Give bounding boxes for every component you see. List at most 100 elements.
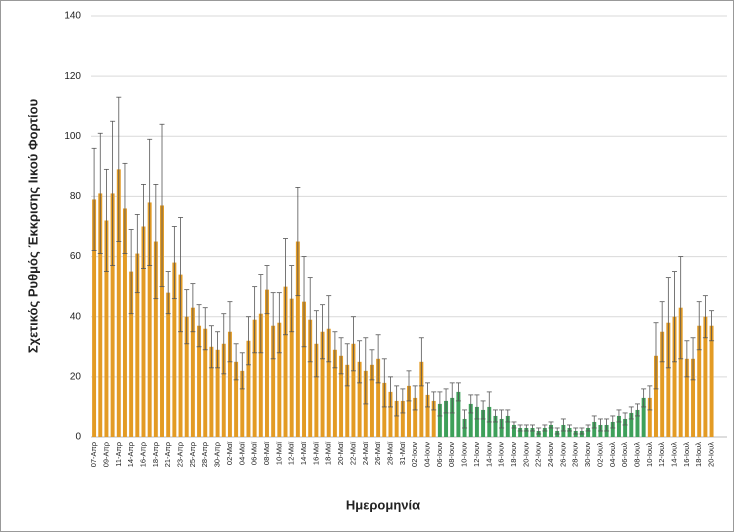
x-tick-label: 02-Μαϊ [225, 442, 234, 465]
x-tick-label: 18-Ιουν [509, 442, 518, 467]
x-tick-label: 20-Μαϊ [336, 442, 345, 465]
x-tick-label: 08-Ιουν [447, 442, 456, 467]
x-tick-label: 23-Απρ [176, 442, 185, 467]
bar [654, 355, 658, 437]
x-tick-label: 09-Απρ [101, 442, 110, 467]
x-tick-label: 08-Ιουλ [632, 442, 641, 467]
bar [456, 391, 461, 437]
bar [92, 199, 97, 437]
bar [215, 349, 220, 437]
bar [518, 427, 523, 437]
bar [592, 421, 597, 437]
bar [289, 298, 294, 437]
bar [209, 346, 214, 437]
x-tick-label: 20-Ιουλ [707, 442, 716, 467]
x-tick-label: 14-Ιουλ [669, 442, 678, 467]
bar [227, 331, 232, 437]
x-tick-label: 16-Απρ [138, 442, 147, 467]
x-tick-label: 04-Ιουν [423, 442, 432, 467]
bar [116, 169, 121, 437]
bar [524, 427, 529, 437]
x-tick-label: 14-Μαϊ [299, 442, 308, 465]
x-tick-label: 28-Μαϊ [385, 442, 394, 465]
x-tick-label: 26-Μαϊ [373, 442, 382, 465]
bar [314, 343, 319, 437]
bar [450, 397, 455, 437]
bar [295, 241, 300, 437]
bar [160, 205, 164, 437]
bar [320, 331, 325, 437]
y-axis-label: Σχετικός Ρυθμός Έκκρισης Ιικού Φορτίου [25, 98, 40, 353]
bar [382, 382, 387, 437]
bar [481, 409, 486, 437]
x-tick-label: 04-Μαϊ [237, 442, 246, 465]
x-tick-label: 06-Μαϊ [250, 442, 259, 465]
bar [190, 307, 195, 437]
bar [684, 358, 689, 437]
x-tick-label: 18-Μαϊ [324, 442, 333, 465]
bar [511, 424, 516, 437]
bar [647, 397, 652, 437]
bar [610, 421, 615, 437]
bar [302, 301, 307, 437]
bar [703, 316, 708, 437]
bar [549, 424, 553, 437]
x-tick-label: 16-Ιουλ [682, 442, 691, 467]
bar [672, 316, 677, 437]
bar [122, 208, 127, 437]
bar [709, 325, 714, 437]
x-tick-label: 30-Ιουν [583, 442, 592, 467]
y-tick-label: 80 [70, 191, 82, 202]
bar [308, 319, 313, 437]
x-tick-label: 16-Μαϊ [311, 442, 320, 465]
x-tick-label: 06-Ιουλ [620, 442, 629, 467]
bar [104, 220, 109, 437]
bar [345, 364, 350, 437]
x-tick-label: 30-Απρ [213, 442, 222, 467]
bar [641, 397, 646, 437]
x-tick-label: 11-Απρ [114, 442, 123, 467]
x-axis-label: Ημερομηνία [346, 497, 420, 512]
bar [166, 292, 171, 437]
bar [678, 307, 683, 437]
bar [258, 313, 263, 437]
x-tick-label: 10-Ιουλ [645, 442, 654, 467]
bar [660, 331, 665, 437]
bar [542, 427, 547, 437]
bar [252, 319, 257, 437]
bar [240, 370, 245, 437]
y-tick-label: 40 [70, 311, 82, 322]
x-tick-label: 12-Ιουν [472, 442, 481, 467]
x-tick-label: 31-Μαϊ [398, 442, 407, 465]
bar [326, 328, 331, 437]
bar [184, 316, 189, 437]
bar [394, 400, 399, 437]
bar [271, 325, 276, 437]
x-tick-label: 24-Ιουν [546, 442, 555, 467]
bar [388, 391, 393, 437]
bar [474, 406, 479, 437]
bar [419, 361, 424, 437]
bar [505, 415, 510, 437]
bar [444, 400, 449, 437]
x-tick-label: 12-Ιουλ [657, 442, 666, 467]
bar [135, 253, 140, 437]
x-tick-label: 10-Ιουν [460, 442, 469, 467]
x-tick-label: 28-Ιουν [571, 442, 580, 467]
x-tick-label: 18-Απρ [151, 442, 160, 467]
y-tick-label: 140 [64, 11, 81, 22]
bar [246, 340, 251, 437]
bar [277, 322, 282, 437]
x-tick-label: 06-Ιουν [435, 442, 444, 467]
bar [141, 226, 146, 437]
bar [530, 427, 535, 437]
bar [153, 241, 158, 437]
bar [616, 415, 621, 437]
bar [666, 322, 671, 437]
x-tick-label: 04-Ιουλ [608, 442, 617, 467]
x-tick-label: 07-Απρ [89, 442, 98, 467]
x-tick-label: 08-Μαϊ [262, 442, 271, 465]
bar [468, 403, 473, 437]
bar [110, 193, 115, 437]
